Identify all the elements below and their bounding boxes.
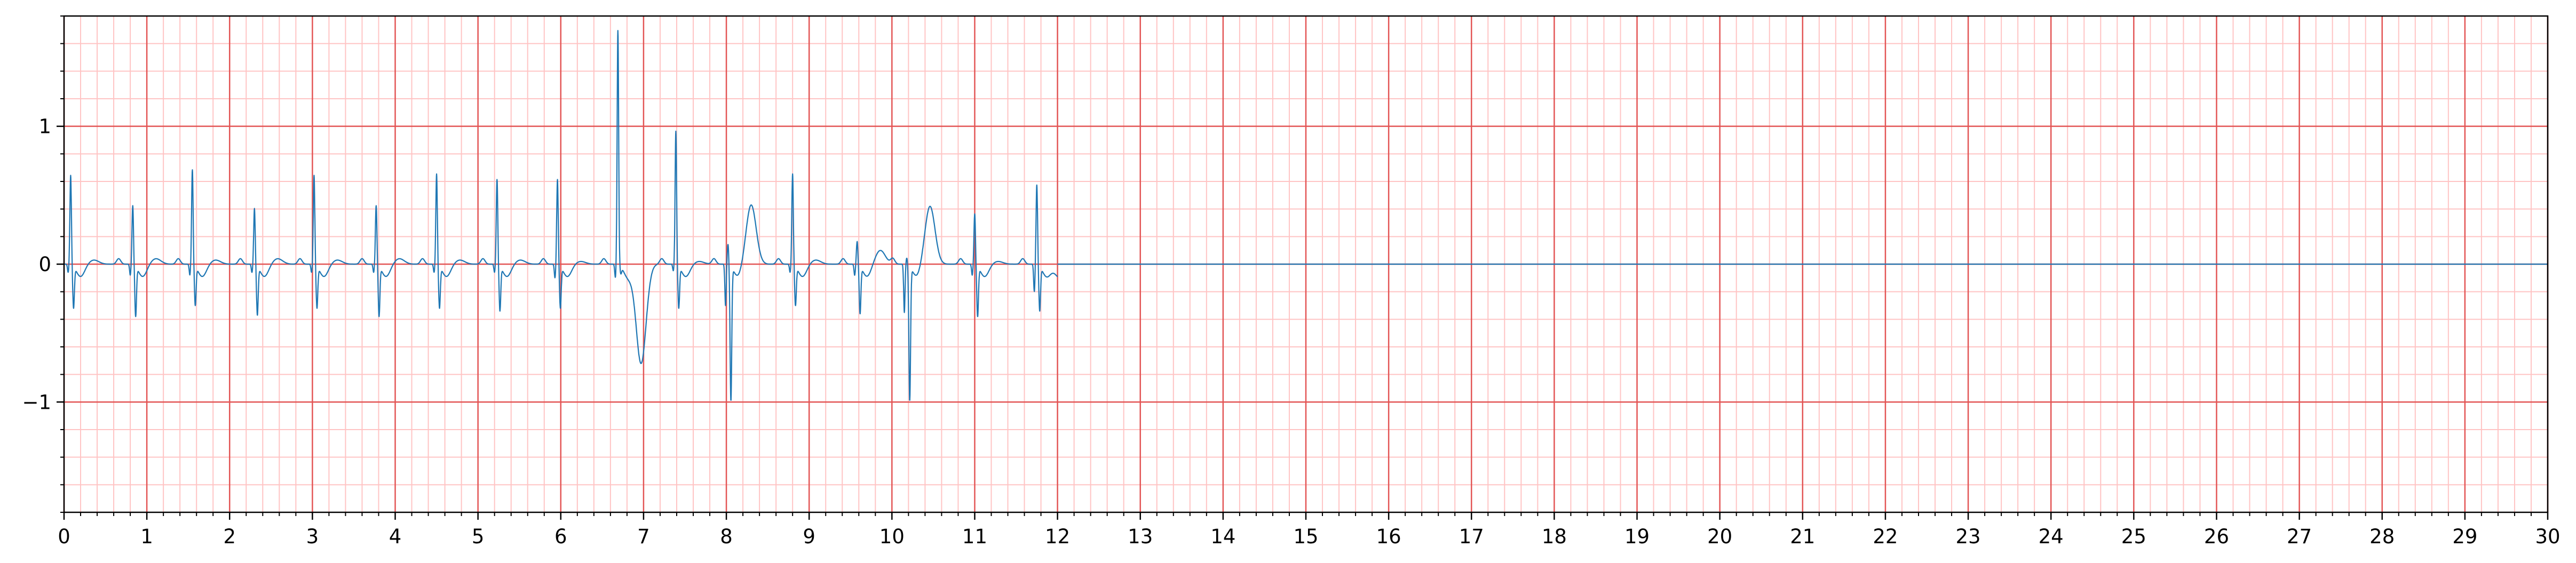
x-tick-label: 2 (223, 525, 236, 548)
series-layer (64, 30, 2548, 401)
x-tick-label: 22 (1873, 525, 1898, 548)
x-tick-label: 16 (1376, 525, 1401, 548)
x-tick-label: 18 (1542, 525, 1567, 548)
x-tick-label: 9 (803, 525, 815, 548)
x-tick-label: 15 (1293, 525, 1318, 548)
x-tick-label: 0 (58, 525, 70, 548)
x-tick-label: 17 (1459, 525, 1484, 548)
x-tick-label: 11 (962, 525, 987, 548)
x-tick-label: 25 (2121, 525, 2146, 548)
x-tick-label: 20 (1707, 525, 1732, 548)
x-tick-label: 10 (879, 525, 905, 548)
x-tick-label: 29 (2452, 525, 2477, 548)
x-tick-label: 12 (1045, 525, 1070, 548)
x-tick-label: 28 (2369, 525, 2395, 548)
y-tick-label: 0 (38, 253, 51, 276)
ecg-trace (64, 30, 1058, 401)
x-tick-label: 19 (1624, 525, 1650, 548)
y-tick-label: 1 (38, 115, 51, 138)
x-tick-label: 5 (472, 525, 485, 548)
x-tick-label: 4 (389, 525, 402, 548)
ticks-layer (57, 15, 2549, 520)
x-tick-label: 6 (554, 525, 567, 548)
y-tick-label: −1 (22, 391, 51, 414)
labels-layer: 0 1 2 3 4 5 6 7 8 9 10 11 12 13 14 15 16 17 18 19 20 21 22 23 24… (22, 115, 2560, 548)
x-tick-label: 24 (2039, 525, 2064, 548)
x-tick-label: 14 (1210, 525, 1235, 548)
x-tick-label: 21 (1790, 525, 1815, 548)
x-tick-label: 13 (1128, 525, 1153, 548)
x-tick-label: 23 (1956, 525, 1981, 548)
x-tick-label: 7 (637, 525, 650, 548)
x-tick-label: 26 (2204, 525, 2229, 548)
x-tick-label: 1 (140, 525, 153, 548)
x-tick-label: 30 (2535, 525, 2560, 548)
x-tick-label: 27 (2287, 525, 2312, 548)
x-tick-label: 8 (720, 525, 733, 548)
x-tick-label: 3 (306, 525, 319, 548)
